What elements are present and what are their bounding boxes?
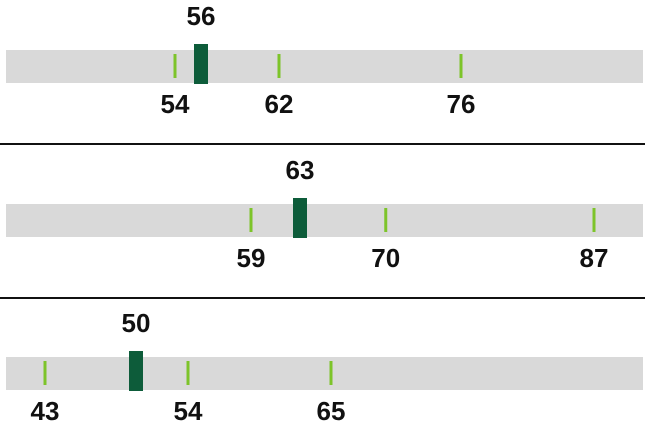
marker-label: 76 [447,89,476,119]
marker [592,208,596,232]
value-bar [293,198,307,238]
marker-label: 54 [161,89,190,119]
marker [459,54,463,78]
marker-label: 54 [174,396,203,426]
value-bar [129,351,143,391]
value-label: 56 [187,1,216,31]
marker [384,208,388,232]
marker-label: 70 [371,243,400,273]
track [6,204,643,237]
value-bar [194,44,208,84]
marker-label: 62 [265,89,294,119]
marker-label: 87 [580,243,609,273]
marker-label: 65 [317,396,346,426]
marker [249,208,253,232]
marker-label: 43 [31,396,60,426]
marker-label: 59 [237,243,266,273]
marker [173,54,177,78]
track [6,357,643,390]
marker [43,361,47,385]
track [6,50,643,83]
value-label: 50 [122,308,151,338]
marker [186,361,190,385]
marker [277,54,281,78]
value-label: 63 [286,155,315,185]
marker [329,361,333,385]
